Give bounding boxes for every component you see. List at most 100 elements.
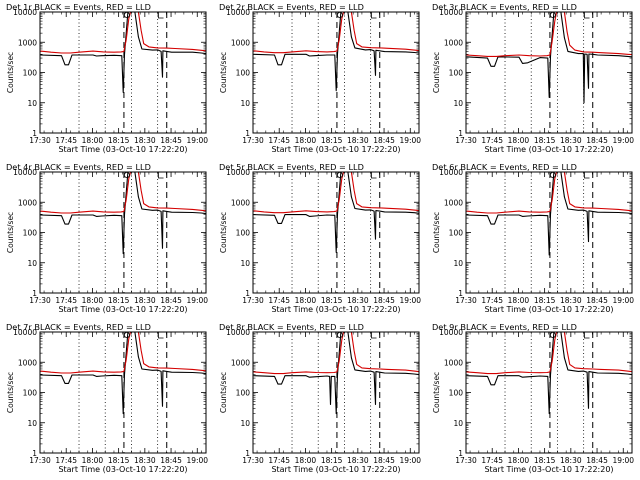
x-tick-label: 18:15 <box>534 296 556 305</box>
x-tick-label: 18:45 <box>160 456 182 465</box>
x-tick-label: 18:15 <box>321 136 343 145</box>
x-tick-label: 19:00 <box>612 296 634 305</box>
chart-panel-7: Det 7r BLACK = Events, RED = LLD 1 10 100 10… <box>6 322 208 474</box>
x-tick-label: 17:30 <box>455 296 477 305</box>
y-tick-label: 10 <box>453 419 463 428</box>
series-line-lld <box>253 172 419 214</box>
y-tick-label: 1 <box>32 129 37 138</box>
series-group <box>253 12 419 92</box>
flag-marker-o <box>336 331 343 338</box>
series-line-lld <box>466 12 632 57</box>
y-tick-label: 100 <box>23 69 38 78</box>
flag-marker-l <box>584 332 590 339</box>
x-tick-label: 18:30 <box>134 456 156 465</box>
y-tick-label: 1000 <box>231 38 250 47</box>
y-tick-label: 100 <box>236 229 251 238</box>
series-group <box>466 332 632 415</box>
x-tick-label: 18:15 <box>321 296 343 305</box>
y-tick-label: 10000 <box>226 8 250 17</box>
x-tick-label: 17:45 <box>268 136 290 145</box>
chart-panel-8: Det 8r BLACK = Events, RED = LLD 1 10 100 10… <box>219 322 421 474</box>
series-line-events <box>40 172 206 255</box>
y-tick-label: 100 <box>236 69 251 78</box>
x-tick-label: 19:00 <box>399 136 421 145</box>
flag-marker-l <box>371 332 377 339</box>
y-tick-label: 100 <box>23 389 38 398</box>
plot-frame <box>252 11 420 134</box>
x-tick-label: 17:45 <box>55 456 77 465</box>
y-tick-label: 10000 <box>226 168 250 177</box>
x-tick-label: 17:30 <box>455 136 477 145</box>
x-tick-label: 19:00 <box>612 136 634 145</box>
series-group <box>253 332 419 415</box>
x-tick-label: 18:00 <box>82 296 104 305</box>
y-tick-label: 10000 <box>439 8 463 17</box>
series-group <box>466 12 632 104</box>
chart-panel-5: Det 5r BLACK = Events, RED = LLD 1 10 100 10… <box>219 162 421 314</box>
x-tick-label: 18:45 <box>586 136 608 145</box>
x-axis-label: Start Time (03-Oct-10 17:22:20) <box>271 145 400 154</box>
y-tick-label: 10000 <box>439 168 463 177</box>
x-tick-label: 18:15 <box>108 296 130 305</box>
x-tick-label: 18:15 <box>534 136 556 145</box>
chart-panel-1: Det 1r BLACK = Events, RED = LLD 1 10 100 10… <box>6 2 208 154</box>
y-tick-label: 10000 <box>226 328 250 337</box>
x-tick-label: 17:45 <box>268 456 290 465</box>
x-tick-label: 18:15 <box>534 456 556 465</box>
x-axis-label: Start Time (03-Oct-10 17:22:20) <box>271 305 400 314</box>
series-line-lld <box>466 332 632 375</box>
series-line-lld <box>40 172 206 214</box>
x-axis-label: Start Time (03-Oct-10 17:22:20) <box>271 465 400 474</box>
flag-marker-l <box>584 12 590 19</box>
y-tick-label: 10 <box>240 259 250 268</box>
y-tick-label: 10000 <box>439 328 463 337</box>
plot-frame <box>39 11 207 134</box>
chart-title: Det 6r BLACK = Events, RED = LLD <box>432 162 577 172</box>
y-tick-label: 1000 <box>444 198 463 207</box>
flag-marker-l <box>158 332 164 339</box>
x-tick-label: 18:15 <box>108 136 130 145</box>
plot-frame <box>39 171 207 294</box>
y-axis-label: Counts/sec <box>219 372 228 413</box>
x-tick-label: 19:00 <box>186 296 208 305</box>
series-line-events <box>253 172 419 253</box>
x-tick-label: 19:00 <box>186 456 208 465</box>
y-tick-label: 1 <box>245 289 250 298</box>
x-tick-label: 18:00 <box>295 136 317 145</box>
x-tick-label: 18:30 <box>560 296 582 305</box>
y-axis-label: Counts/sec <box>6 212 15 253</box>
flag-marker-l <box>371 172 377 179</box>
chart-title: Det 4r BLACK = Events, RED = LLD <box>6 162 151 172</box>
series-group <box>466 172 632 256</box>
x-tick-label: 17:30 <box>29 136 51 145</box>
x-tick-label: 17:45 <box>481 456 503 465</box>
series-line-lld <box>466 172 632 214</box>
y-tick-label: 100 <box>449 229 464 238</box>
x-tick-label: 17:45 <box>481 296 503 305</box>
x-axis-label: Start Time (03-Oct-10 17:22:20) <box>58 305 187 314</box>
flag-marker-l <box>371 12 377 19</box>
y-axis-label: Counts/sec <box>6 372 15 413</box>
flag-marker-o <box>336 171 343 178</box>
y-tick-label: 10 <box>27 419 37 428</box>
series-line-lld <box>40 12 206 54</box>
chart-title: Det 3r BLACK = Events, RED = LLD <box>432 2 577 12</box>
flag-marker-l <box>584 172 590 179</box>
x-tick-label: 17:45 <box>268 296 290 305</box>
y-tick-label: 1 <box>32 449 37 458</box>
x-tick-label: 18:00 <box>508 296 530 305</box>
chart-title: Det 5r BLACK = Events, RED = LLD <box>219 162 364 172</box>
chart-title: Det 9r BLACK = Events, RED = LLD <box>432 322 577 332</box>
chart-title: Det 2r BLACK = Events, RED = LLD <box>219 2 364 12</box>
plot-frame <box>465 11 633 134</box>
y-tick-label: 10000 <box>13 168 37 177</box>
x-tick-label: 18:30 <box>560 136 582 145</box>
plot-frame <box>39 331 207 454</box>
y-tick-label: 1000 <box>18 198 37 207</box>
x-tick-label: 18:00 <box>82 136 104 145</box>
series-line-events <box>40 332 206 415</box>
x-tick-label: 17:45 <box>481 136 503 145</box>
x-tick-label: 18:45 <box>373 296 395 305</box>
y-axis-label: Counts/sec <box>432 52 441 93</box>
